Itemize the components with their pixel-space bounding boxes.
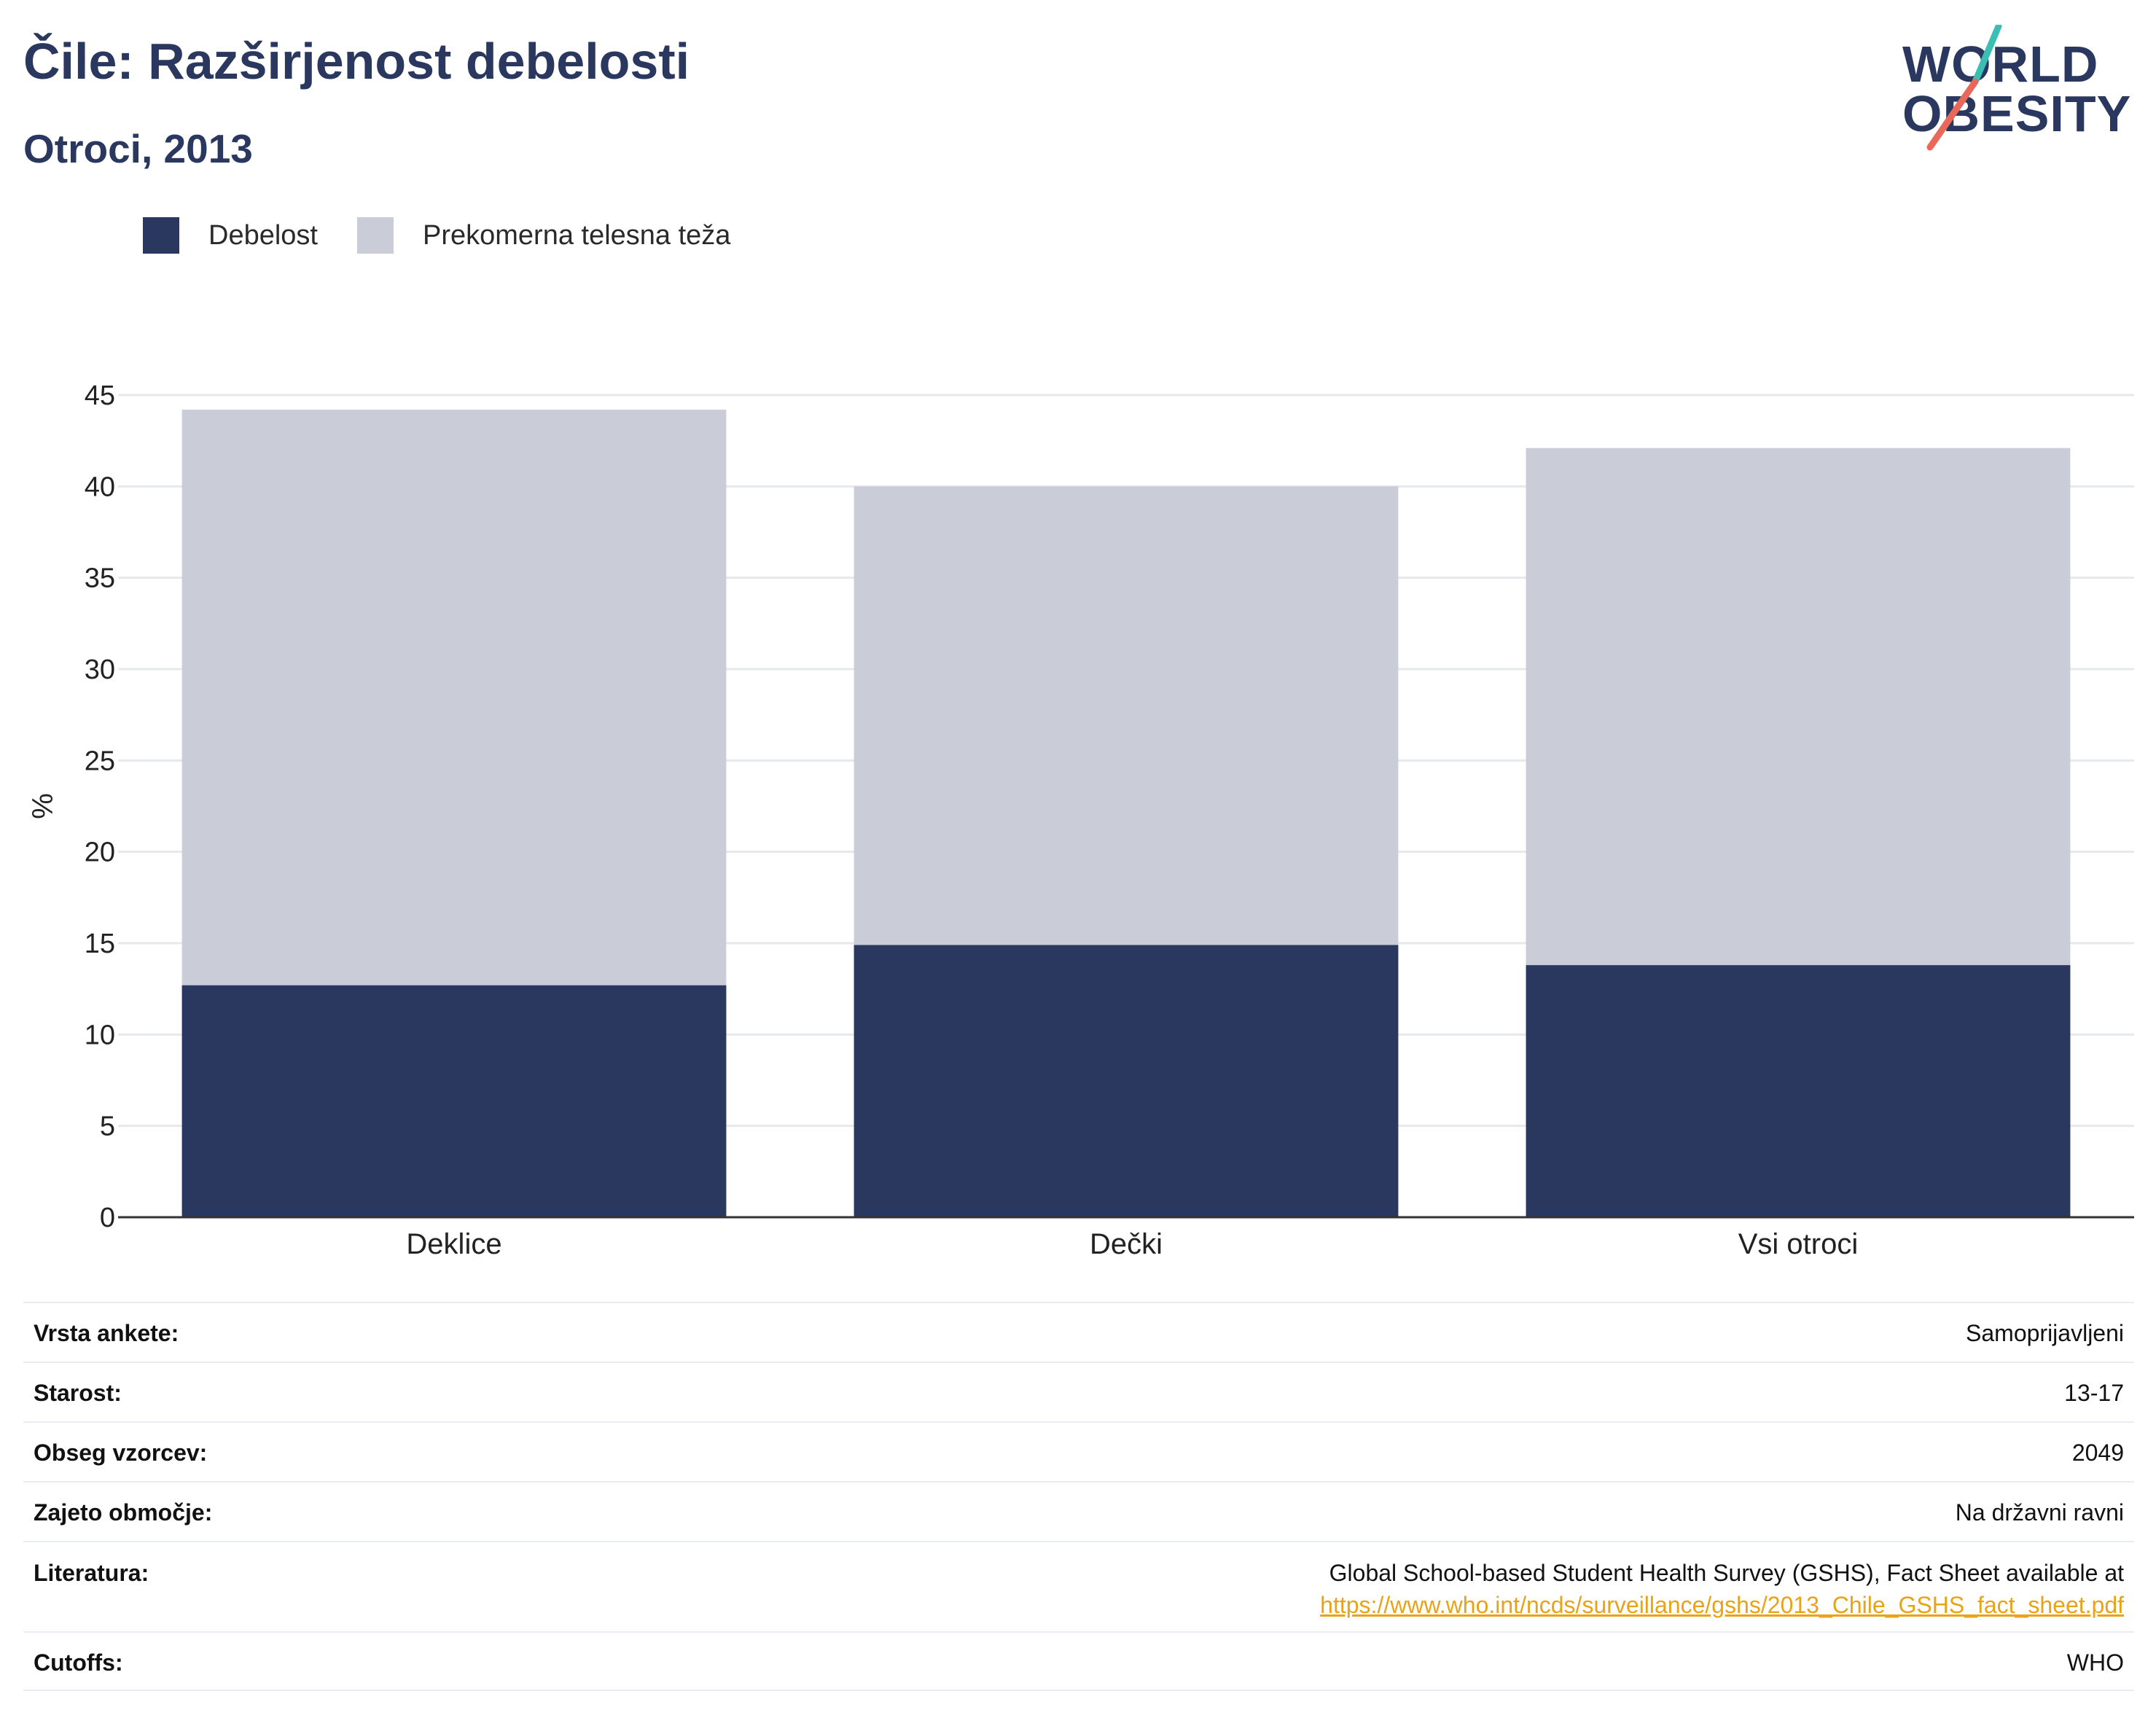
bar-obesity: [854, 945, 1399, 1217]
world-obesity-logo: WORLD OBESITY: [1902, 25, 2143, 156]
info-row-area: Zajeto območje: Na državni ravni: [23, 1481, 2134, 1541]
literature-link[interactable]: https://www.who.int/ncds/surveillance/gs…: [1320, 1592, 2124, 1618]
legend-swatch-overweight: [356, 217, 394, 254]
bar-overweight: [181, 410, 727, 985]
info-row-cutoffs: Cutoffs: WHO: [23, 1631, 2134, 1691]
logo-slash-icon: [1926, 25, 2002, 151]
bar-chart: 0 5 10 15 20 25 30 35 40 45% Deklice Dečki Vsi otroc…: [27, 380, 2134, 1260]
literature-text: Global School-based Student Health Surve…: [1329, 1560, 2124, 1586]
bar-overweight: [854, 486, 1399, 945]
y-tick-label: 0: [100, 1203, 115, 1233]
bar-overweight: [1526, 448, 2071, 966]
y-tick-label: 20: [85, 837, 115, 868]
y-tick-label: 40: [85, 472, 115, 502]
x-tick-label: Deklice: [406, 1228, 501, 1260]
legend-label-obesity: Debelost: [208, 219, 318, 251]
y-tick-label: 25: [85, 746, 115, 776]
y-tick-label: 30: [85, 655, 115, 685]
info-value: Global School-based Student Health Surve…: [1320, 1557, 2124, 1621]
info-key: Zajeto območje:: [34, 1499, 213, 1526]
logo-line-1: WORLD: [1902, 36, 2099, 93]
y-tick-label: 10: [85, 1020, 115, 1050]
info-row-sample: Obseg vzorcev: 2049: [23, 1421, 2134, 1481]
info-value: WHO: [2066, 1649, 2124, 1676]
y-tick-label: 45: [85, 380, 115, 411]
chart-title: Čile: Razširjenost debelosti: [23, 33, 690, 90]
info-key: Obseg vzorcev:: [34, 1440, 208, 1466]
info-value: Na državni ravni: [1955, 1499, 2124, 1526]
info-row-age: Starost: 13-17: [23, 1362, 2134, 1421]
info-value: 13-17: [2064, 1380, 2124, 1406]
chart-subtitle: Otroci, 2013: [23, 126, 253, 171]
info-row-literature: Literatura: Global School-based Student …: [23, 1541, 2134, 1631]
x-tick-label: Dečki: [1090, 1228, 1163, 1260]
legend-label-overweight: Prekomerna telesna teža: [422, 219, 731, 251]
info-key: Vrsta ankete:: [34, 1320, 179, 1346]
y-tick-label: 5: [100, 1112, 115, 1142]
info-table: Vrsta ankete: Samoprijavljeni Starost: 1…: [23, 1302, 2134, 1691]
x-tick-label: Vsi otroci: [1738, 1228, 1859, 1260]
legend-swatch-obesity: [143, 217, 179, 254]
y-tick-label: 35: [85, 563, 115, 594]
info-key: Cutoffs:: [34, 1649, 123, 1676]
info-value: 2049: [2071, 1440, 2124, 1466]
info-value: Samoprijavljeni: [1966, 1320, 2124, 1346]
y-axis-label: %: [27, 793, 59, 819]
bar-obesity: [181, 985, 727, 1217]
info-row-survey-type: Vrsta ankete: Samoprijavljeni: [23, 1302, 2134, 1362]
info-key: Starost:: [34, 1380, 122, 1406]
bar-obesity: [1526, 965, 2071, 1217]
legend: Debelost Prekomerna telesna teža: [143, 217, 770, 254]
info-key: Literatura:: [34, 1560, 149, 1586]
y-tick-label: 15: [85, 929, 115, 959]
